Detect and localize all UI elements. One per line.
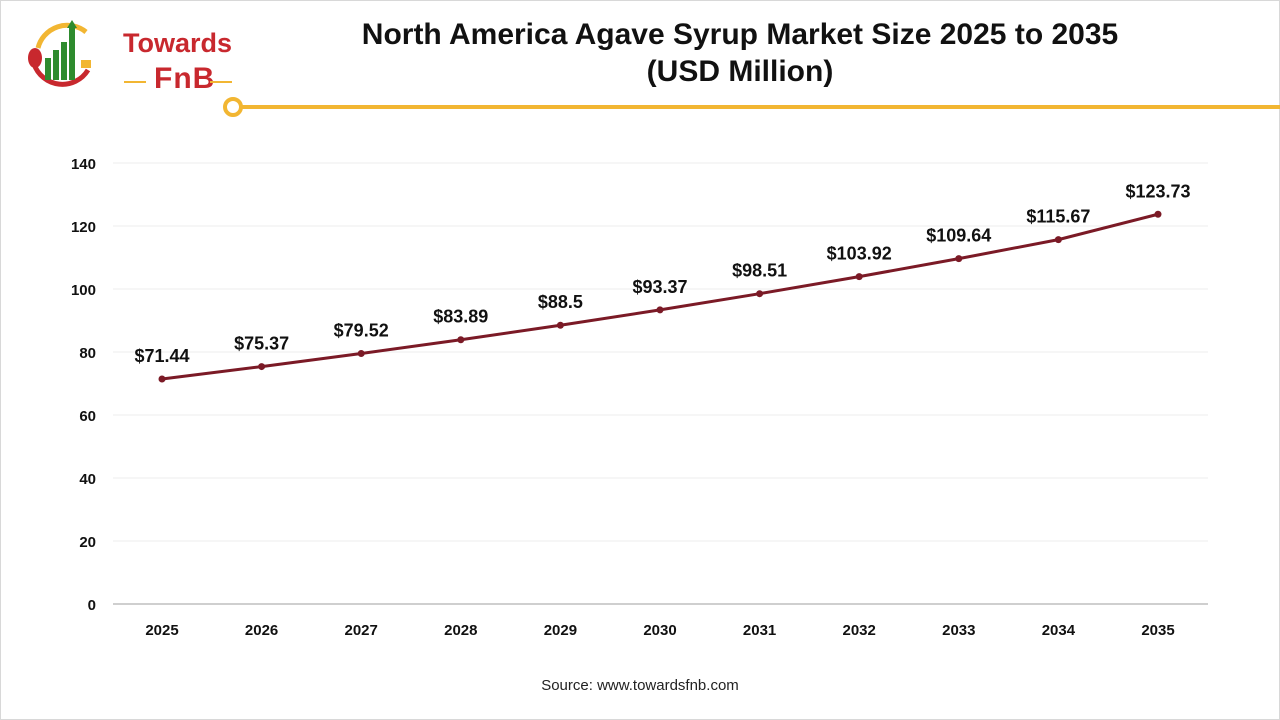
y-tick-label: 60 <box>79 408 96 425</box>
x-tick-label: 2031 <box>743 622 776 639</box>
logo-text-top: Towards <box>123 28 233 58</box>
data-label: $93.37 <box>632 277 687 297</box>
data-point <box>1054 236 1062 244</box>
data-label: $115.67 <box>1026 207 1090 227</box>
x-tick-label: 2033 <box>942 622 975 639</box>
x-tick-label: 2032 <box>843 622 876 639</box>
data-point <box>955 255 963 263</box>
x-tick-label: 2026 <box>245 622 278 639</box>
data-point <box>457 336 465 344</box>
data-point <box>756 290 764 298</box>
data-label: $98.51 <box>732 261 787 281</box>
y-tick-label: 140 <box>71 156 96 173</box>
data-point <box>158 375 166 383</box>
header-accent-dot <box>223 97 243 117</box>
y-tick-label: 80 <box>79 345 96 362</box>
y-tick-label: 100 <box>71 282 96 299</box>
data-point <box>855 273 863 281</box>
data-point <box>656 306 664 314</box>
x-tick-label: 2025 <box>145 622 178 639</box>
y-tick-label: 120 <box>71 219 96 236</box>
title-line-2: (USD Million) <box>646 55 834 88</box>
data-label: $88.5 <box>538 292 583 312</box>
title-line-1: North America Agave Syrup Market Size 20… <box>361 18 1119 51</box>
data-label: $103.92 <box>827 244 892 264</box>
data-label: $109.64 <box>926 226 991 246</box>
data-label: $71.44 <box>134 346 189 366</box>
data-point <box>357 350 365 358</box>
y-tick-label: 40 <box>79 471 96 488</box>
data-label: $123.73 <box>1125 181 1190 201</box>
y-tick-label: 20 <box>79 534 96 551</box>
source-note: Source: www.towardsfnb.com <box>541 677 739 694</box>
y-tick-label: 0 <box>88 597 96 614</box>
chart-title: North America Agave Syrup Market Size 20… <box>300 16 1180 90</box>
x-tick-label: 2034 <box>1042 622 1076 639</box>
x-tick-label: 2029 <box>544 622 577 639</box>
data-label: $75.37 <box>234 334 289 354</box>
data-label: $79.52 <box>334 321 389 341</box>
data-label: $83.89 <box>433 307 488 327</box>
logo-emblem-icon <box>28 20 91 87</box>
x-tick-label: 2035 <box>1141 622 1174 639</box>
data-point <box>1154 210 1162 218</box>
x-tick-label: 2028 <box>444 622 477 639</box>
data-point <box>556 321 564 329</box>
towards-fnb-logo: Towards FnB <box>26 18 232 95</box>
logo-text-bottom: FnB <box>154 62 216 95</box>
data-point <box>258 363 266 371</box>
x-tick-label: 2027 <box>345 622 378 639</box>
x-tick-label: 2030 <box>643 622 676 639</box>
